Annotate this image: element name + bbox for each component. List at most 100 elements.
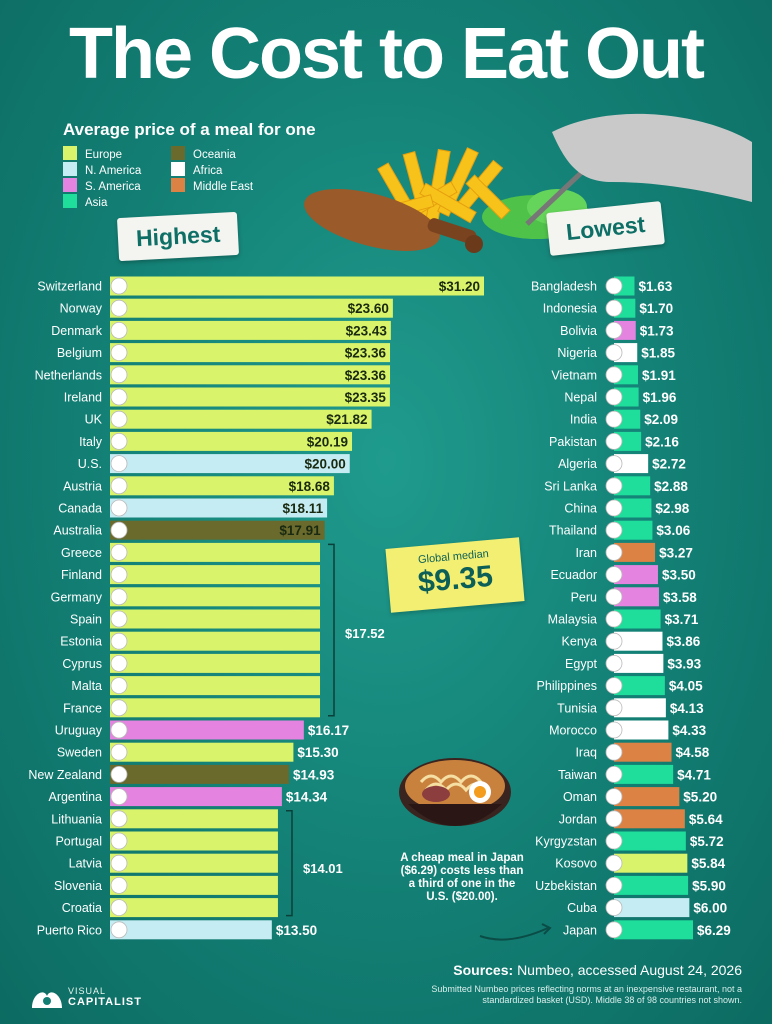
flag-croatia-icon bbox=[110, 899, 128, 916]
category-label: Egypt bbox=[565, 657, 597, 671]
category-label: Belgium bbox=[57, 346, 102, 360]
value-label: $3.58 bbox=[663, 590, 697, 605]
flag-uruguay-icon bbox=[110, 721, 128, 739]
category-label: Ireland bbox=[64, 391, 102, 405]
bar-portugal bbox=[110, 831, 278, 851]
flag-sri-lanka-icon bbox=[605, 477, 623, 495]
visual-capitalist-logo-icon bbox=[32, 992, 62, 1008]
flag-uzbekistan-icon bbox=[605, 877, 623, 894]
category-label: Algeria bbox=[558, 457, 597, 471]
flag-kenya-icon bbox=[605, 632, 623, 650]
bar-germany bbox=[110, 587, 321, 607]
flag-italy-icon bbox=[110, 432, 128, 450]
category-label: Cuba bbox=[567, 901, 597, 915]
flag-germany-icon bbox=[110, 588, 128, 606]
flag-greece-icon bbox=[110, 544, 128, 561]
flag-morocco-icon bbox=[605, 721, 623, 739]
value-label: $16.17 bbox=[308, 723, 349, 738]
bar-chart: Switzerland $31.20 Norway $23.60 Denmark $23.… bbox=[35, 276, 727, 940]
bar-spain bbox=[110, 609, 321, 629]
value-label: $14.93 bbox=[293, 767, 335, 782]
category-label: Germany bbox=[51, 590, 103, 604]
category-label: Netherlands bbox=[35, 368, 102, 382]
bar-argentina bbox=[110, 787, 282, 807]
value-label: $2.16 bbox=[645, 434, 679, 449]
value-label: $23.36 bbox=[345, 346, 387, 361]
bar-canada bbox=[110, 498, 328, 518]
bar-uk bbox=[110, 409, 372, 429]
flag-bolivia-icon bbox=[605, 321, 623, 339]
bar-thailand bbox=[614, 520, 653, 540]
legend-item-s-america: S. America bbox=[63, 178, 141, 193]
bar-egypt bbox=[614, 653, 664, 673]
category-label: Croatia bbox=[62, 901, 102, 915]
bar-cyprus bbox=[110, 653, 321, 673]
value-label: $4.58 bbox=[676, 745, 710, 760]
legend-item-asia: Asia bbox=[63, 194, 107, 209]
category-label: Pakistan bbox=[549, 435, 597, 449]
value-label: $20.00 bbox=[304, 457, 345, 472]
legend-swatch-middle-east bbox=[171, 178, 185, 192]
flag-peru-icon bbox=[605, 588, 623, 606]
value-label: $1.70 bbox=[639, 301, 673, 316]
value-label: $5.72 bbox=[690, 834, 724, 849]
flag-nigeria-icon bbox=[605, 344, 623, 362]
value-label: $14.34 bbox=[286, 790, 328, 805]
flag-u-s-icon bbox=[110, 455, 128, 473]
flag-bangladesh-icon bbox=[605, 277, 623, 295]
category-label: Iran bbox=[575, 546, 597, 560]
value-label: $15.30 bbox=[297, 745, 338, 760]
category-label: Malta bbox=[71, 679, 102, 693]
bar-u-s bbox=[110, 454, 350, 474]
bar-denmark bbox=[110, 320, 391, 340]
flag-canada-icon bbox=[110, 499, 128, 517]
sources-text: Numbeo, accessed August 24, 2026 bbox=[517, 962, 742, 978]
fork-hand-icon bbox=[525, 113, 752, 226]
legend-swatch-africa bbox=[171, 162, 185, 176]
flag-tunisia-icon bbox=[605, 699, 623, 717]
category-label: Jordan bbox=[559, 812, 597, 826]
category-label: Indonesia bbox=[543, 302, 597, 316]
category-label: Sweden bbox=[57, 746, 102, 760]
value-label: $23.35 bbox=[345, 390, 387, 405]
value-label: $6.00 bbox=[693, 901, 727, 916]
bar-new-zealand bbox=[110, 764, 289, 784]
flag-algeria-icon bbox=[605, 455, 623, 473]
bar-estonia bbox=[110, 631, 321, 651]
japan-note: A cheap meal in Japan ($6.29) costs less… bbox=[400, 852, 524, 903]
bar-netherlands bbox=[110, 365, 391, 385]
bar-tunisia bbox=[614, 698, 666, 718]
category-label: Philippines bbox=[537, 679, 597, 693]
flag-finland-icon bbox=[110, 566, 128, 583]
flag-iraq-icon bbox=[605, 743, 623, 761]
bar-norway bbox=[110, 298, 393, 318]
bar-cuba bbox=[614, 898, 690, 918]
flag-norway-icon bbox=[110, 299, 128, 317]
bar-belgium bbox=[110, 343, 391, 363]
category-label: Argentina bbox=[48, 790, 102, 804]
category-label: Finland bbox=[61, 568, 102, 582]
flag-puerto-rico-icon bbox=[110, 921, 128, 939]
category-label: Portugal bbox=[55, 835, 102, 849]
value-label: $1.73 bbox=[640, 323, 674, 338]
bar-lithuania bbox=[110, 809, 278, 829]
category-label: France bbox=[63, 701, 102, 715]
bar-austria bbox=[110, 476, 334, 496]
flag-uk-icon bbox=[110, 410, 128, 428]
flag-cuba-icon bbox=[605, 899, 623, 916]
category-label: Kosovo bbox=[555, 857, 597, 871]
category-label: Bolivia bbox=[560, 324, 597, 338]
note-arrow-icon bbox=[479, 923, 552, 941]
value-label: $4.13 bbox=[670, 701, 704, 716]
category-label: Thailand bbox=[549, 524, 597, 538]
bar-oman bbox=[614, 787, 680, 807]
bar-france bbox=[110, 698, 321, 718]
legend-label: N. America bbox=[85, 165, 142, 177]
value-label: $4.05 bbox=[669, 679, 703, 694]
flag-taiwan-icon bbox=[605, 766, 623, 783]
category-label: U.S. bbox=[78, 457, 102, 471]
value-label: $1.85 bbox=[641, 346, 675, 361]
value-label: $2.72 bbox=[652, 457, 686, 472]
flag-cyprus-icon bbox=[110, 655, 128, 672]
bar-croatia bbox=[110, 898, 278, 918]
